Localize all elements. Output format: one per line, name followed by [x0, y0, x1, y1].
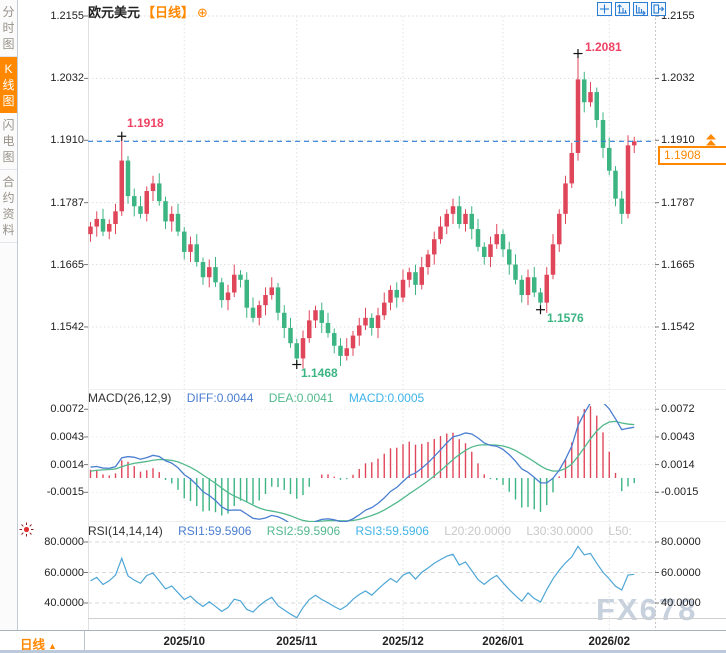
annotation-swing-low: 1.1576 — [547, 311, 584, 325]
price-axis-label-left: 1.1910 — [50, 134, 84, 146]
date-axis-label: 2026/02 — [588, 636, 631, 648]
current-price-label: 1.1908 — [658, 146, 726, 165]
price-axis-label-left: 1.1787 — [50, 197, 84, 209]
sidebar-tab-label: 合约资料 — [2, 175, 15, 237]
macd-title: MACD(26,12,9) — [88, 391, 172, 405]
period-selector-label: 日线 — [20, 638, 46, 652]
rsi1-value: RSI1:59.5906 — [178, 524, 252, 538]
rsi3-value: RSI3:59.5906 — [355, 524, 429, 538]
macd-axis-label-left: 0.0072 — [50, 403, 84, 415]
scale-horizontal-icon[interactable] — [633, 2, 648, 16]
add-circle-icon[interactable]: ⊕ — [197, 5, 208, 20]
macd-axis-label-right: 0.0072 — [661, 403, 695, 415]
rsi-layer — [90, 545, 635, 618]
macd-axis-label-right: -0.0015 — [661, 486, 699, 498]
double-up-arrow-icon — [704, 134, 718, 152]
rsi-axis-label-left: 40.0000 — [44, 597, 84, 609]
rsi-title: RSI(14,14,14) — [88, 524, 163, 538]
price-axis-label-left: 1.1665 — [50, 259, 84, 271]
date-axis-label: 2025/12 — [382, 636, 424, 648]
rsi2-value: RSI2:59.5906 — [266, 524, 341, 538]
price-axis-label-right: 1.2032 — [661, 72, 695, 84]
rsi-axis-label-left: 80.0000 — [44, 536, 84, 548]
period-tag: 【日线】 — [142, 5, 195, 20]
grid-layer — [84, 14, 726, 635]
extreme-markers — [117, 49, 583, 370]
price-axis-label-left: 1.2155 — [50, 10, 84, 22]
macd-dea-value: DEA:0.0041 — [268, 391, 334, 405]
rsi-axis-label-left: 60.0000 — [44, 567, 84, 579]
macd-axis-label-left: 0.0043 — [50, 431, 84, 443]
macd-diff-value: DIFF:0.0044 — [186, 391, 254, 405]
sidebar-tab-3[interactable]: 闪电图 — [0, 113, 17, 170]
price-axis-label-right: 1.2155 — [661, 10, 695, 22]
price-axis-label-right: 1.1910 — [661, 134, 695, 146]
price-axis-label-left: 1.2032 — [50, 72, 84, 84]
sidebar-tab-label: 闪电图 — [2, 118, 15, 164]
crosshair-icon[interactable] — [597, 2, 612, 16]
macd-axis-label-right: 0.0014 — [661, 459, 695, 471]
date-bar-divider — [84, 630, 85, 650]
sidebar-tab-1[interactable]: 分时图 — [0, 0, 17, 57]
rsi-l20-value: L20:20.0000 — [444, 524, 511, 538]
date-axis-label: 2025/10 — [163, 636, 206, 648]
macd-axis-label-left: -0.0015 — [46, 486, 84, 498]
rsi-axis-label-right: 80.0000 — [661, 536, 701, 548]
macd-header: MACD(26,12,9) DIFF:0.0044 DEA:0.0041 MAC… — [88, 391, 436, 405]
rsi-axis-label-right: 40.0000 — [661, 597, 701, 609]
bottom-scroll-strip[interactable] — [0, 650, 726, 653]
symbol-name: 欧元美元 — [88, 5, 141, 20]
annotation-top-high: 1.2081 — [585, 40, 622, 54]
exit-icon[interactable] — [651, 2, 666, 16]
sidebar-tab-label: 分时图 — [2, 5, 15, 51]
sidebar-tab-2[interactable]: K线图 — [0, 57, 17, 113]
sidebar-tab-label: K线图 — [2, 62, 15, 108]
price-axis-label-right: 1.1542 — [661, 321, 695, 333]
annotation-swing-high: 1.1918 — [127, 116, 164, 130]
price-axis-label-right: 1.1787 — [661, 197, 695, 209]
rsi-header: RSI(14,14,14) RSI1:59.5906 RSI2:59.5906 … — [88, 524, 644, 538]
macd-axis-label-right: 0.0043 — [661, 431, 695, 443]
annotation-major-low: 1.1468 — [301, 366, 338, 380]
price-axis-label-right: 1.1665 — [661, 259, 695, 271]
chevron-up-icon: ▲ — [48, 641, 57, 651]
date-axis-label: 2026/01 — [482, 636, 524, 648]
macd-macd-value: MACD:0.0005 — [348, 391, 425, 405]
sidebar-tab-4[interactable]: 合约资料 — [0, 170, 17, 243]
macd-axis-label-left: 0.0014 — [50, 459, 84, 471]
scale-vertical-icon[interactable] — [615, 2, 630, 16]
rsi-axis-label-right: 60.0000 — [661, 567, 701, 579]
date-axis-label: 2025/11 — [276, 636, 318, 648]
macd-layer — [89, 404, 635, 522]
watermark: FX678 — [596, 592, 698, 627]
rsi-l50-value: L50: — [608, 524, 632, 538]
red-alert-icon[interactable] — [19, 522, 34, 542]
candlestick-layer — [88, 53, 637, 369]
instrument-title: 欧元美元 【日线】 ⊕ — [88, 2, 208, 20]
chart-toolbar — [597, 2, 666, 16]
period-selector-tab[interactable]: 日线 ▲ — [20, 634, 57, 653]
price-axis-label-left: 1.1542 — [50, 321, 84, 333]
date-axis-bar — [0, 630, 726, 651]
sidebar: 分时图 K线图闪电图合约资料 — [0, 0, 18, 630]
rsi-l30-value: L30:30.0000 — [526, 524, 594, 538]
